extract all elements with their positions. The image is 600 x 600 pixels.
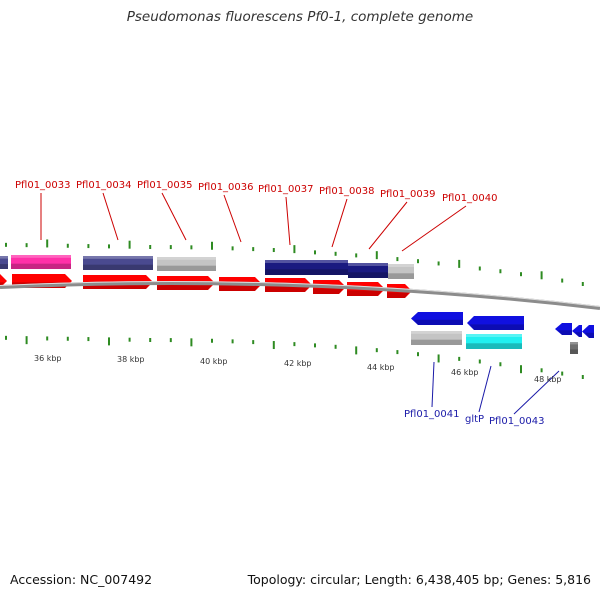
cog-feature-row-bottom xyxy=(411,331,578,354)
cog-block xyxy=(11,255,71,269)
cog-block-shade xyxy=(348,272,388,278)
cog-block-gloss xyxy=(0,256,8,259)
gene-label-pfl01-0036[interactable]: Pfl01_0036 xyxy=(198,182,254,193)
cog-feature-row-top xyxy=(0,255,414,279)
gene-label-pfl01-0035[interactable]: Pfl01_0035 xyxy=(137,180,193,191)
minor-ticks-top xyxy=(5,239,584,287)
scale-label-48: 48 kbp xyxy=(534,375,562,384)
cog-block-shade xyxy=(83,264,153,270)
cog-block-shade xyxy=(466,343,522,349)
scale-label-42: 42 kbp xyxy=(284,359,312,368)
cog-block-gloss xyxy=(388,264,414,267)
gene-label-pfl01-0038[interactable]: Pfl01_0038 xyxy=(319,186,375,197)
reverse-gene-arrow-shade xyxy=(574,332,582,337)
scale-label-38: 38 kbp xyxy=(117,355,145,364)
scale-label-44: 44 kbp xyxy=(367,363,395,372)
genome-summary-text: Topology: circular; Length: 6,438,405 bp… xyxy=(247,572,591,587)
cog-block xyxy=(411,331,462,345)
gene-label-pfl01-0043[interactable]: Pfl01_0043 xyxy=(489,416,545,427)
cog-block xyxy=(348,263,388,278)
cog-block xyxy=(388,264,414,279)
gene-label-pfl01-0037[interactable]: Pfl01_0037 xyxy=(258,184,314,195)
reverse-gene-arrow-shade xyxy=(413,319,463,325)
cog-block-gloss xyxy=(411,331,462,334)
cog-block xyxy=(265,260,348,275)
genome-backbone xyxy=(0,281,600,310)
forward-gene-arrow-shade xyxy=(219,285,260,291)
leader-line-top xyxy=(102,192,119,241)
cog-block-shade xyxy=(388,273,414,279)
forward-gene-arrow-shade xyxy=(265,286,310,292)
forward-gene-arrow xyxy=(0,274,7,288)
leader-line-bottom xyxy=(513,370,560,415)
scale-label-40: 40 kbp xyxy=(200,357,228,366)
leader-line-top xyxy=(223,194,242,243)
cog-block-gloss xyxy=(348,263,388,266)
cog-block-gloss xyxy=(157,257,216,260)
accession-text: Accession: NC_007492 xyxy=(10,572,153,587)
reverse-gene-arrow-shade xyxy=(584,332,594,338)
cog-block-shade xyxy=(265,269,348,275)
reverse-gene-arrow-shade xyxy=(469,324,524,330)
cog-block-gloss xyxy=(570,342,578,345)
forward-gene-arrow-shade xyxy=(347,290,383,296)
reverse-gene-arrow xyxy=(467,316,524,330)
cog-block xyxy=(0,256,8,269)
gene-label-pfl01-0039[interactable]: Pfl01_0039 xyxy=(380,189,436,200)
cog-block-shade xyxy=(11,263,71,269)
cog-block-gloss xyxy=(265,260,348,263)
forward-gene-arrow-shade xyxy=(157,284,213,290)
cog-block-gloss xyxy=(11,255,71,258)
gene-label-pfl01-0033[interactable]: Pfl01_0033 xyxy=(15,180,71,191)
reverse-gene-arrow xyxy=(411,312,463,325)
forward-gene-arrow-shade xyxy=(387,292,410,298)
genome-backbone-highlight xyxy=(0,281,600,307)
scale-label-36: 36 kbp xyxy=(34,354,62,363)
cog-block-gloss xyxy=(83,256,153,259)
gene-label-pfl01-0041[interactable]: Pfl01_0041 xyxy=(404,409,460,420)
cog-block xyxy=(157,257,216,271)
cog-block xyxy=(570,342,578,354)
gene-label-gltp[interactable]: gltP xyxy=(465,414,484,425)
forward-gene-arrow-shade xyxy=(0,282,5,288)
leader-line-top xyxy=(331,198,348,248)
cog-block-shade xyxy=(0,264,8,269)
gene-label-pfl01-0040[interactable]: Pfl01_0040 xyxy=(442,193,498,204)
cog-block xyxy=(466,334,522,349)
cog-block xyxy=(83,256,153,270)
map-title: Pseudomonas fluorescens Pf0-1, complete … xyxy=(126,9,474,25)
leader-line-bottom xyxy=(478,365,492,413)
reverse-gene-arrow xyxy=(582,325,594,338)
cog-block-shade xyxy=(570,349,578,354)
leader-line-bottom xyxy=(431,361,435,408)
reverse-gene-arrow xyxy=(572,325,582,337)
reverse-gene-arrow-shade xyxy=(557,330,572,335)
leader-line-top xyxy=(368,201,408,250)
minor-ticks-bottom xyxy=(5,335,584,380)
leader-line-top xyxy=(285,196,291,246)
gene-label-pfl01-0034[interactable]: Pfl01_0034 xyxy=(76,180,132,191)
cog-block-gloss xyxy=(466,334,522,337)
leader-line-top xyxy=(401,205,467,252)
cog-block-shade xyxy=(411,339,462,345)
reverse-strand-genes xyxy=(411,312,594,338)
forward-gene-arrow-shade xyxy=(313,288,344,294)
leader-line-top xyxy=(161,192,187,241)
reverse-gene-arrow xyxy=(555,323,572,335)
scale-label-46: 46 kbp xyxy=(451,368,479,377)
label-leaders xyxy=(40,192,560,415)
cog-block-shade xyxy=(157,265,216,271)
